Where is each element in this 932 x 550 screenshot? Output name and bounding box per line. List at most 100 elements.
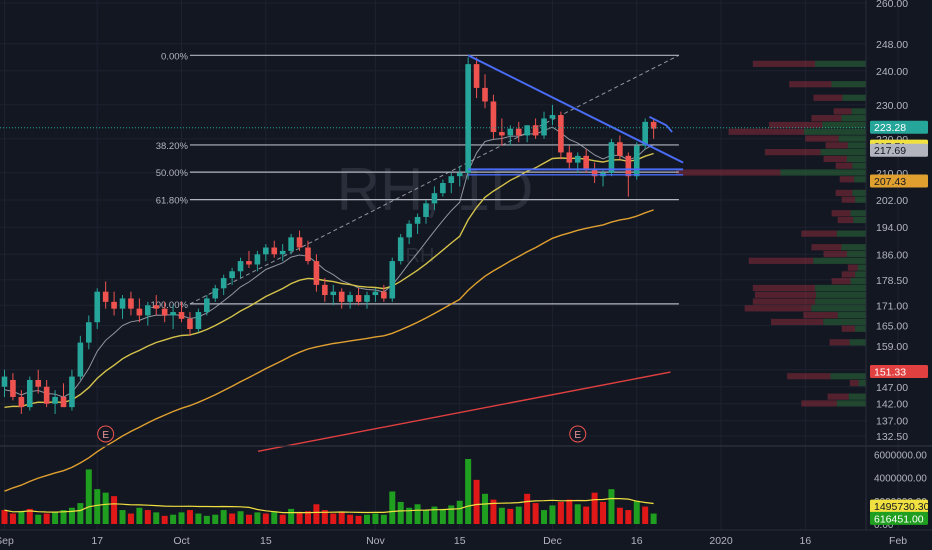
volume-bar-6 — [52, 512, 59, 524]
time-tick-2: Oct — [173, 535, 189, 547]
volume-bar-77 — [650, 513, 657, 524]
time-tick-9: 16 — [800, 535, 812, 547]
candle-body-56 — [473, 64, 480, 88]
time-tick-8: 2020 — [709, 535, 733, 547]
time-axis[interactable]: Sep17Oct15Nov15Dec16202016FebMar — [0, 535, 932, 547]
volume-profile-bar-sell — [754, 291, 816, 298]
candle-body-61 — [515, 128, 522, 136]
candle-body-10 — [86, 322, 92, 343]
candle-body-25 — [212, 288, 219, 299]
time-tick-7: 16 — [631, 535, 643, 547]
volume-bar-71 — [600, 501, 607, 524]
candle-body-20 — [170, 312, 176, 316]
volume-bar-33 — [279, 514, 286, 524]
volume-bar-20 — [170, 514, 177, 524]
candle-body-33 — [279, 250, 286, 255]
volume-profile-bar-sell — [841, 196, 856, 203]
candle-body-9 — [77, 342, 84, 377]
volume-bars — [1, 458, 657, 524]
volume-bar-42 — [355, 515, 362, 524]
volume-profile-bar-sell — [748, 257, 814, 264]
price-tick-6: 202.00 — [876, 195, 908, 207]
volume-profile-bar-sell — [752, 60, 816, 67]
candle-body-29 — [246, 261, 252, 265]
volume-bar-27 — [229, 513, 236, 524]
candle-body-30 — [254, 254, 261, 265]
price-tick-16: 137.00 — [876, 416, 908, 428]
candle-body-26 — [220, 278, 227, 289]
candle-body-11 — [94, 291, 101, 323]
candle-body-60 — [507, 128, 514, 136]
volume-bar-57 — [482, 493, 489, 524]
volume-profile-bar-buy — [841, 115, 866, 122]
volume-profile-bar-buy — [837, 312, 866, 319]
candle-body-58 — [490, 101, 497, 133]
volume-bar-66 — [557, 501, 564, 524]
candle-body-55 — [465, 64, 471, 173]
volume-profile-bar-buy — [804, 128, 866, 135]
volume-profile-bar-buy — [855, 271, 866, 278]
volume-bar-73 — [616, 507, 623, 524]
volume-profile-bar-sell — [825, 142, 848, 149]
volume-profile-bar-sell — [823, 250, 847, 258]
volume-bar-47 — [397, 501, 404, 524]
volume-profile-bar-buy — [822, 121, 866, 129]
volume-bar-45 — [380, 514, 387, 524]
earnings-marker-label-1: E — [574, 430, 581, 441]
price-tick-3: 230.00 — [876, 100, 908, 112]
volume-profile-bar-buy — [836, 230, 866, 237]
ema-slow-line — [4, 209, 654, 492]
volume-bar-43 — [363, 514, 370, 524]
price-axis[interactable]: 260.00248.00240.00230.00220.00210.00202.… — [876, 0, 908, 443]
volume-bar-53 — [448, 505, 455, 524]
volume-bar-37 — [313, 504, 320, 524]
candle-body-51 — [431, 193, 438, 204]
candle-body-76 — [642, 121, 648, 146]
volume-bar-7 — [60, 510, 67, 524]
volume-profile-bar-buy — [855, 196, 866, 203]
volume-bar-51 — [431, 506, 438, 524]
fibonacci-retracement[interactable]: 0.00% 38.20% 50.00% 61.80% 100.00% — [150, 51, 680, 311]
volume-bar-25 — [212, 514, 219, 524]
volume-profile-bar-sell — [803, 312, 838, 319]
volume-badge-0: 1495730.30 — [874, 501, 930, 513]
volume-profile-bar-sell — [829, 339, 850, 346]
candle-body-2 — [18, 396, 25, 408]
volume-bar-40 — [338, 512, 345, 524]
volume-profile-bar-sell — [841, 325, 856, 332]
volume-badge-1-bg — [870, 511, 928, 525]
volume-bar-62 — [524, 493, 531, 524]
volume-bar-69 — [583, 506, 590, 524]
ema-mid-line — [4, 152, 654, 408]
volume-bar-17 — [144, 510, 151, 524]
volume-bar-5 — [43, 513, 50, 524]
volume-profile-bar-sell — [789, 81, 832, 88]
candle-body-22 — [187, 318, 193, 330]
volume-profile-bar-sell — [831, 210, 851, 217]
volume-profile-bar-buy — [836, 400, 866, 407]
volume-profile-bar-buy — [823, 318, 866, 326]
candle-body-23 — [195, 312, 202, 330]
candle-body-49 — [414, 216, 421, 224]
trendlines[interactable] — [0, 54, 866, 176]
volume-profile-bar-sell — [728, 128, 805, 135]
volume-profile-bar-sell — [835, 189, 853, 196]
volume-bar-24 — [203, 515, 210, 524]
volume-profile-bar-buy — [842, 94, 866, 101]
volume-bar-39 — [330, 513, 337, 524]
volume-bar-29 — [245, 514, 252, 524]
price-badge-3-bg — [870, 174, 928, 188]
volume-badge-1: 616451.00 — [874, 513, 924, 525]
volume-bar-19 — [161, 515, 168, 524]
volume-bar-68 — [574, 504, 581, 524]
price-tick-7: 194.00 — [876, 222, 908, 234]
time-tick-4: Nov — [366, 535, 385, 547]
volume-bar-32 — [271, 511, 278, 524]
volume-profile-bar-buy — [815, 298, 866, 305]
sma-long-line — [257, 371, 671, 452]
volume-tick-3: 0.00 — [874, 520, 894, 531]
volume-bar-22 — [186, 510, 193, 524]
time-tick-6: Dec — [543, 535, 562, 547]
